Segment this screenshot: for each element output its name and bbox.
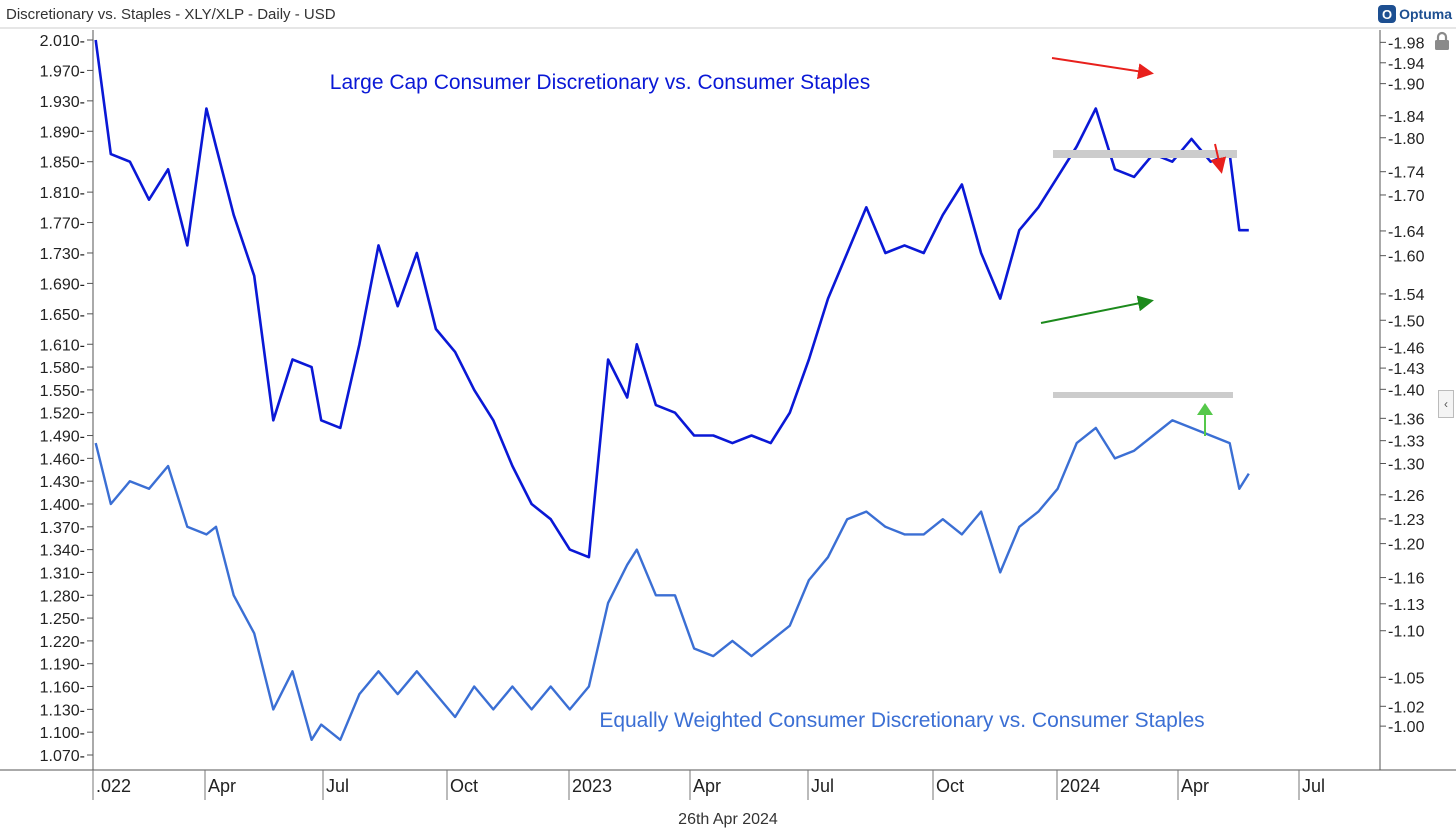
- right-tick-label: -1.64: [1388, 224, 1425, 241]
- right-tick-label: -1.50: [1388, 313, 1425, 330]
- left-tick-label: 1.690-: [40, 276, 85, 293]
- x-tick-label: 2023: [572, 776, 612, 796]
- left-tick-label: 1.280-: [40, 588, 85, 605]
- x-tick-label: Apr: [208, 776, 236, 796]
- left-tick-label: 1.770-: [40, 216, 85, 233]
- support-band-large-cap: [1053, 150, 1237, 158]
- left-tick-label: 1.730-: [40, 246, 85, 263]
- right-tick-label: -1.94: [1388, 56, 1425, 73]
- series-label-large-cap: Large Cap Consumer Discretionary vs. Con…: [330, 71, 870, 94]
- left-tick-label: 1.550-: [40, 383, 85, 400]
- right-tick-label: -1.16: [1388, 571, 1425, 588]
- right-tick-label: -1.00: [1388, 719, 1425, 736]
- right-tick-label: -1.54: [1388, 287, 1425, 304]
- left-tick-label: 1.250-: [40, 611, 85, 628]
- right-tick-label: -1.36: [1388, 411, 1425, 428]
- left-tick-label: 1.340-: [40, 543, 85, 560]
- left-tick-label: 1.460-: [40, 451, 85, 468]
- optuma-logo-text: Optuma: [1399, 6, 1452, 22]
- right-tick-label: -1.02: [1388, 699, 1425, 716]
- right-tick-label: -1.10: [1388, 624, 1425, 641]
- optuma-logo: O Optuma: [1378, 4, 1452, 24]
- left-tick-label: 2.010-: [40, 33, 85, 50]
- chart-title: Discretionary vs. Staples - XLY/XLP - Da…: [6, 6, 336, 23]
- x-tick-label: .022: [96, 776, 131, 796]
- right-tick-label: -1.70: [1388, 188, 1425, 205]
- left-tick-label: 1.400-: [40, 497, 85, 514]
- right-tick-label: -1.90: [1388, 77, 1425, 94]
- x-tick-label: Jul: [811, 776, 834, 796]
- left-tick-label: 1.100-: [40, 725, 85, 742]
- green-divergence-arrow: [1040, 295, 1154, 324]
- right-tick-label: -1.80: [1388, 131, 1425, 148]
- right-tick-label: -1.33: [1388, 434, 1425, 451]
- red-divergence-arrow: [1051, 57, 1154, 80]
- left-tick-label: 1.190-: [40, 657, 85, 674]
- right-tick-label: -1.40: [1388, 382, 1425, 399]
- right-tick-label: -1.84: [1388, 109, 1425, 126]
- right-tick-label: -1.13: [1388, 597, 1425, 614]
- right-tick-label: -1.05: [1388, 670, 1425, 687]
- left-tick-label: 1.890-: [40, 124, 85, 141]
- chart-date: 26th Apr 2024: [678, 811, 778, 828]
- right-tick-label: -1.60: [1388, 249, 1425, 266]
- x-tick-label: Jul: [1302, 776, 1325, 796]
- series-line: [94, 39, 1249, 559]
- scroll-chevron-left-icon[interactable]: ‹: [1438, 390, 1454, 418]
- left-tick-label: 1.810-: [40, 185, 85, 202]
- left-tick-label: 1.310-: [40, 565, 85, 582]
- series-line: [94, 419, 1250, 741]
- left-tick-label: 1.490-: [40, 429, 85, 446]
- right-tick-label: -1.46: [1388, 340, 1425, 357]
- red-breakdown-arrow: [1210, 143, 1227, 174]
- lock-icon[interactable]: [1432, 31, 1452, 51]
- right-tick-label: -1.74: [1388, 165, 1425, 182]
- right-tick-label: -1.26: [1388, 488, 1425, 505]
- optuma-logo-icon: O: [1378, 5, 1397, 23]
- x-tick-label: Oct: [936, 776, 964, 796]
- left-tick-label: 1.370-: [40, 520, 85, 537]
- left-tick-label: 1.220-: [40, 634, 85, 651]
- x-tick-label: Apr: [693, 776, 721, 796]
- left-tick-label: 1.070-: [40, 748, 85, 765]
- right-tick-label: -1.20: [1388, 537, 1425, 554]
- x-tick-label: Apr: [1181, 776, 1209, 796]
- green-up-arrow: [1197, 403, 1213, 436]
- left-tick-label: 1.520-: [40, 406, 85, 423]
- series-label-equal-weight: Equally Weighted Consumer Discretionary …: [599, 709, 1204, 732]
- support-band-equal-weight: [1053, 392, 1233, 398]
- x-tick-label: 2024: [1060, 776, 1100, 796]
- left-tick-label: 1.930-: [40, 94, 85, 111]
- x-tick-label: Jul: [326, 776, 349, 796]
- left-tick-label: 1.850-: [40, 155, 85, 172]
- right-tick-label: -1.98: [1388, 35, 1425, 52]
- right-tick-label: -1.30: [1388, 457, 1425, 474]
- left-tick-label: 1.430-: [40, 474, 85, 491]
- right-tick-label: -1.23: [1388, 512, 1425, 529]
- left-tick-label: 1.130-: [40, 702, 85, 719]
- left-tick-label: 1.970-: [40, 63, 85, 80]
- left-tick-label: 1.610-: [40, 337, 85, 354]
- left-tick-label: 1.160-: [40, 680, 85, 697]
- left-tick-label: 1.580-: [40, 360, 85, 377]
- x-tick-label: Oct: [450, 776, 478, 796]
- right-tick-label: -1.43: [1388, 361, 1425, 378]
- left-tick-label: 1.650-: [40, 307, 85, 324]
